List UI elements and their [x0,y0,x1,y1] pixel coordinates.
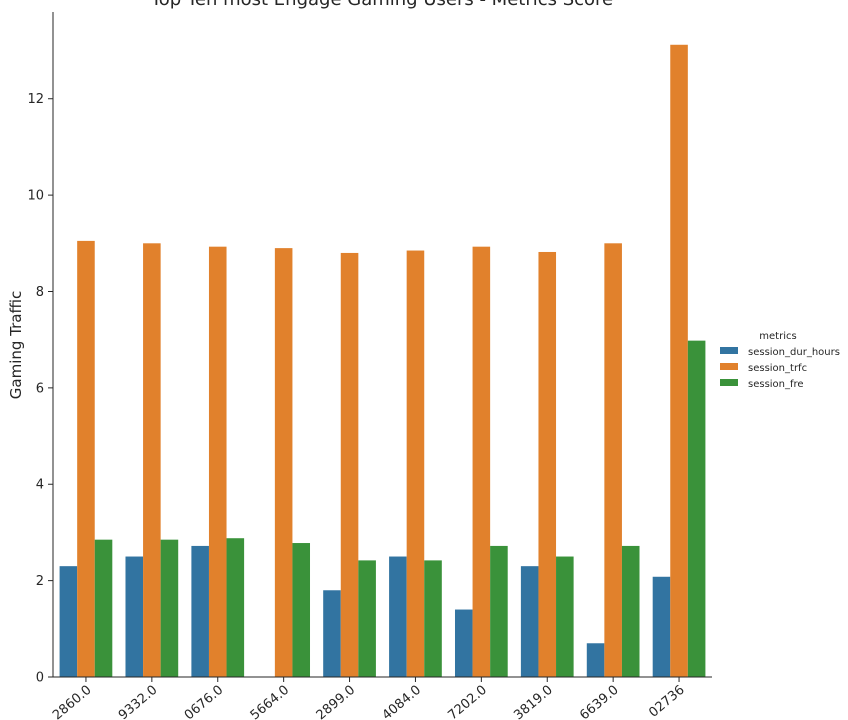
x-tick-label: 9332.0 [116,683,160,720]
x-tick-label: 7202.0 [445,683,489,720]
legend-swatch-session_fre [720,379,738,386]
x-tick-label: 02736 [646,683,687,720]
bar-session_fre [94,539,113,677]
bar-session_dur_hours [652,576,671,677]
legend-swatch-session_trfc [720,363,738,370]
y-tick-label: 8 [36,285,44,300]
y-tick-label: 0 [36,671,44,686]
bars [59,44,706,678]
x-tick-label: 4084.0 [380,683,424,720]
y-axis-ticks: 0 2 4 6 8 10 12 [27,92,53,686]
bar-session_trfc [274,248,293,678]
legend-label-session_dur_hours: session_dur_hours [748,347,840,358]
y-tick-label: 12 [27,92,44,107]
bar-session_trfc [472,246,491,677]
bar-session_fre [292,543,311,677]
bar-session_trfc [538,251,557,677]
bar-session_dur_hours [125,556,144,677]
y-tick-label: 4 [36,478,44,493]
x-axis-ticks: 2860.0 9332.0 0676.0 5664.0 2899.0 4084.0 7202… [50,677,688,720]
x-tick-label: 0676.0 [182,683,226,720]
chart-title: Top Ten most Engage Gaming Users - Metri… [150,0,613,10]
bar-session_fre [621,545,640,677]
bar-session_trfc [143,243,161,677]
x-tick-label: 2860.0 [50,683,94,720]
legend-swatch-session_dur_hours [720,347,738,354]
bar-session_trfc [670,44,688,677]
legend: metrics session_dur_hours session_trfcses… [720,331,840,390]
y-tick-label: 10 [27,189,44,204]
x-tick-label: 3819.0 [511,683,555,720]
bar-session_trfc [208,246,227,677]
bar-session_dur_hours [191,545,209,677]
x-tick-label: 5664.0 [248,683,292,720]
x-tick-label: 2899.0 [314,683,358,720]
bar-session_fre [424,560,442,677]
bar-session_dur_hours [520,566,539,677]
bar-session_trfc [406,250,425,678]
x-tick-label: 6639.0 [577,683,621,720]
bar-session_trfc [77,240,95,677]
bar-session_trfc [340,252,359,678]
legend-label-session_trfc: session_trfc [748,363,807,374]
legend-label-session_fre: session_fre [748,379,804,390]
bar-session_fre [490,545,508,677]
bar-session_dur_hours [586,643,605,677]
legend-title: metrics [759,331,796,342]
bar-session_fre [160,539,179,677]
y-tick-label: 6 [36,381,44,396]
y-tick-label: 2 [36,574,44,589]
bar-session_fre [358,560,376,677]
bar-session_dur_hours [59,566,78,677]
bar-session_dur_hours [389,556,407,677]
y-axis-label: Gaming Traffic [7,291,25,399]
bar-session_fre [226,538,245,677]
bar-session_trfc [604,243,622,677]
bar-session_dur_hours [454,609,473,677]
bar-session_fre [556,556,574,677]
bar-session_dur_hours [323,590,341,677]
bar-session_fre [687,340,706,677]
